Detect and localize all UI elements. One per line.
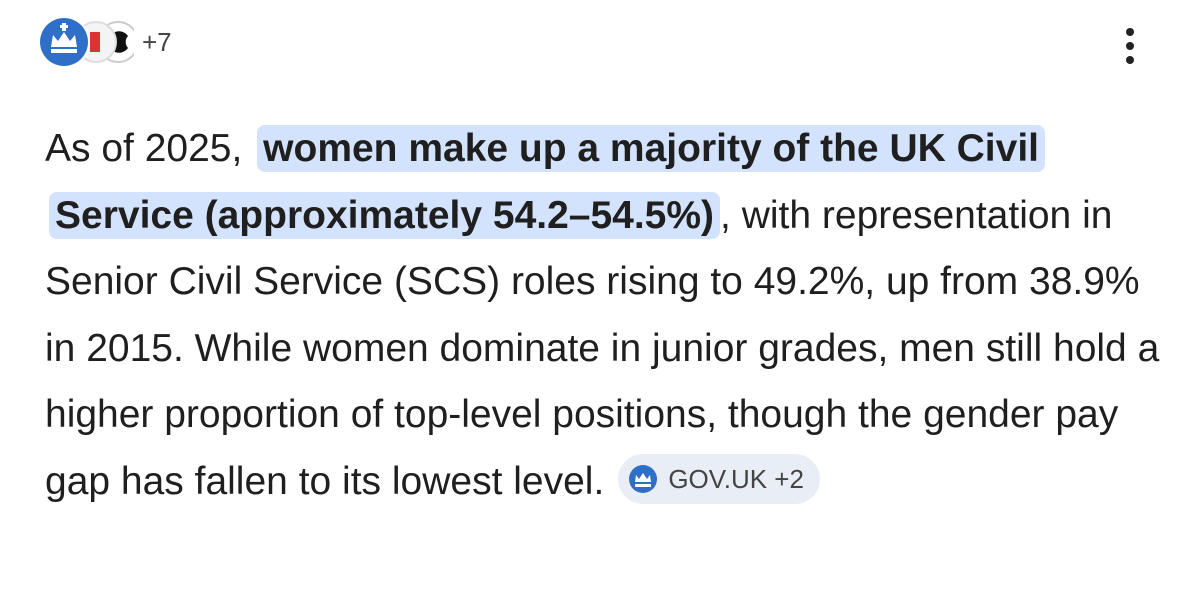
source-header[interactable]: +7 [34,14,172,70]
citation-icon [629,465,658,494]
more-sources[interactable]: +7 [142,26,172,57]
citation-label: GOV.UK [668,463,768,494]
answer-text: As of 2025, women make up a majority of … [45,116,1160,515]
citation-chip[interactable]: GOV.UK +2 [618,454,820,505]
citation-more: +2 [774,463,804,494]
answer-rest: , with representation in Senior Civil Se… [45,193,1160,503]
source-icons[interactable] [34,14,134,70]
more-menu[interactable] [1118,26,1142,66]
answer-lead: As of 2025, [45,127,243,170]
